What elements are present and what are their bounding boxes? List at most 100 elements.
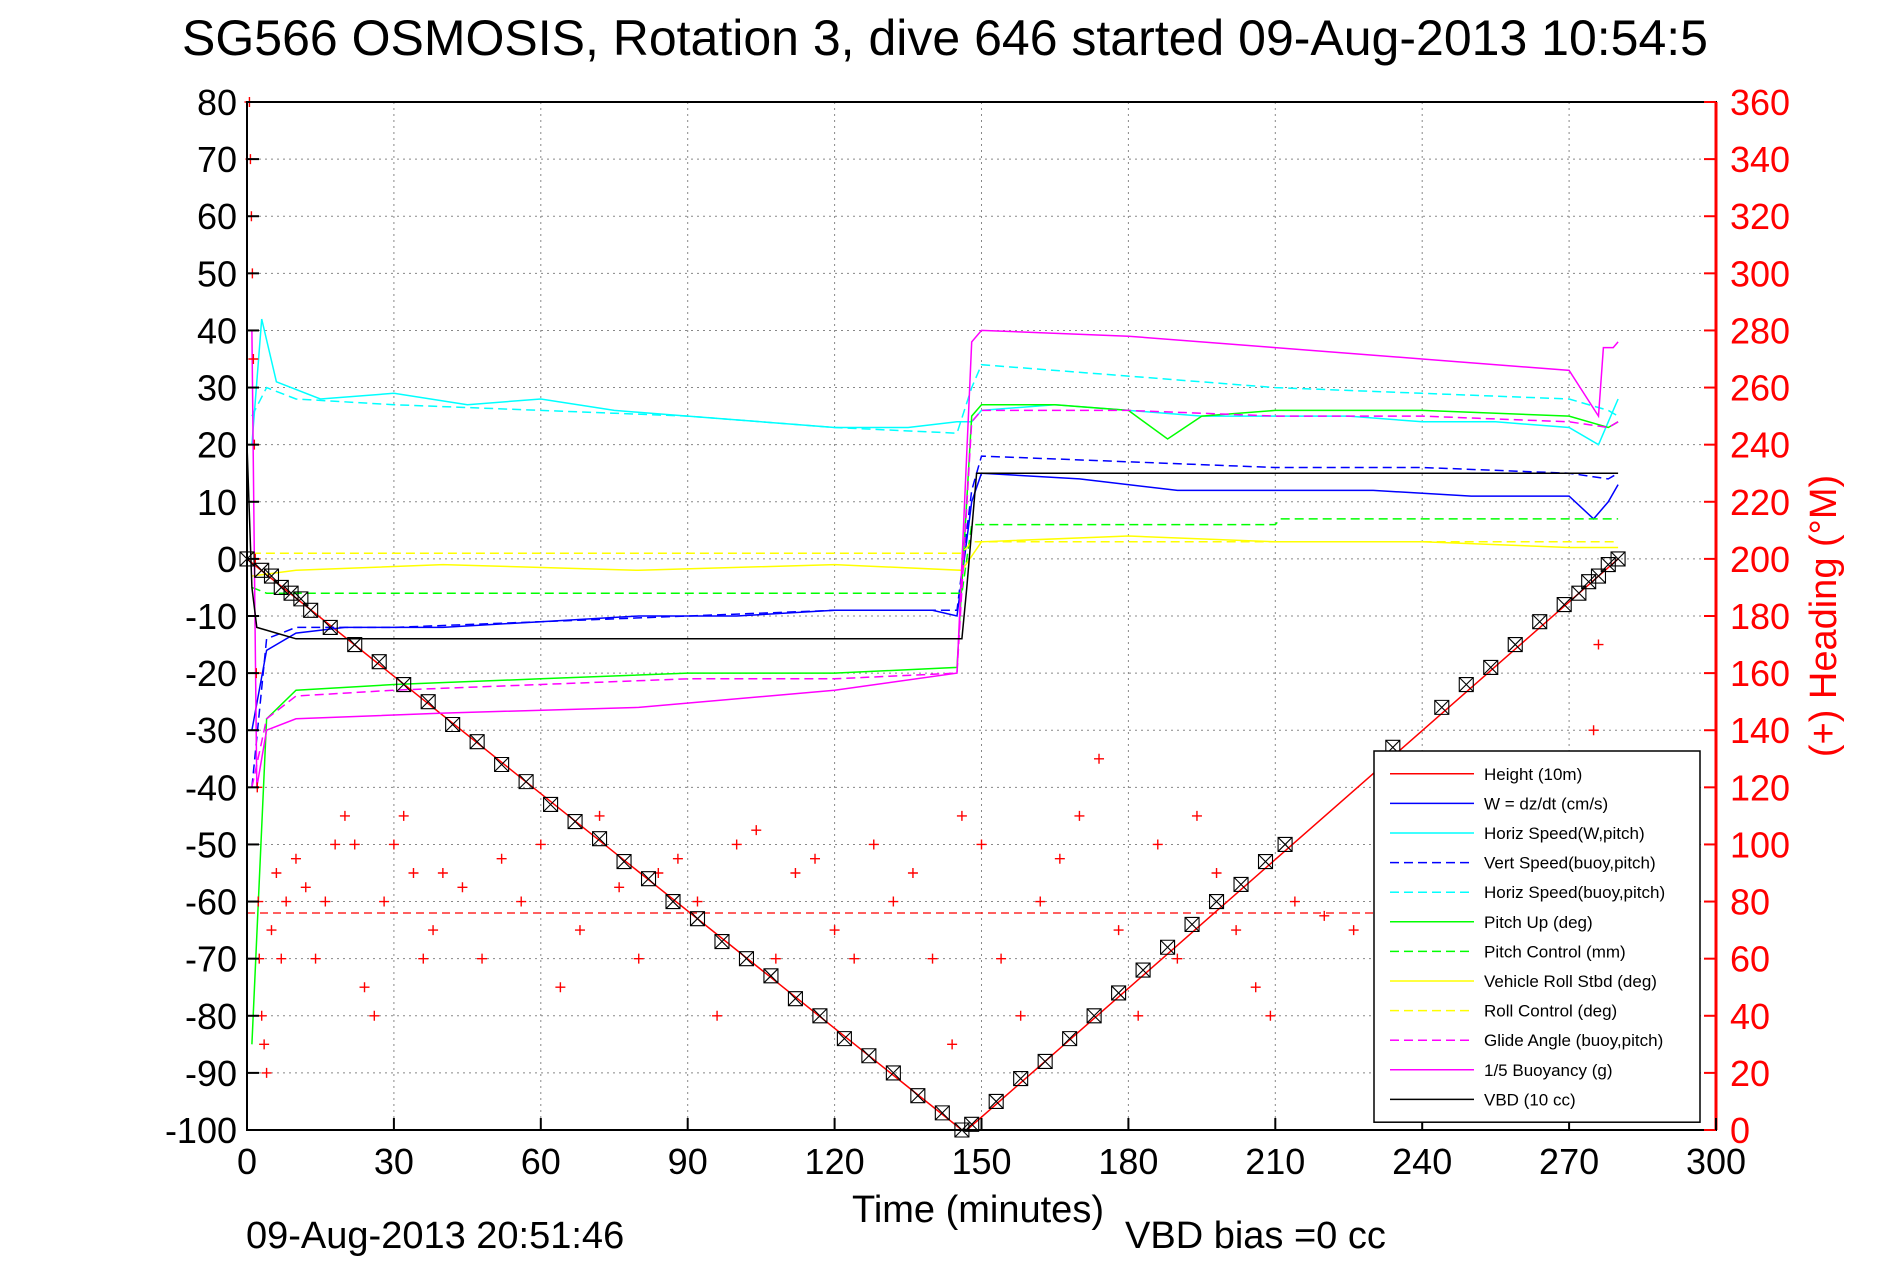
heading-point [259,1039,270,1050]
heading-point [1035,896,1046,907]
legend-entry: Vert Speed(buoy,pitch) [1484,854,1656,873]
right-tick-label: 280 [1730,310,1790,351]
depth-marker [689,911,706,927]
left-tick-label: 70 [197,139,237,180]
depth-marker [1111,985,1127,1001]
depth-marker [787,991,803,1007]
left-tick-label: 30 [197,368,237,409]
depth-marker [445,716,461,733]
x-tick-label: 120 [805,1141,865,1182]
depth-marker [396,676,412,693]
depth-marker [861,1048,877,1064]
heading-point [437,868,448,878]
heading-point [996,953,1007,964]
depth-marker [885,1065,901,1081]
right-tick-label: 40 [1730,996,1770,1037]
heading-point [388,839,399,850]
depth-marker [1556,597,1572,613]
depth-marker [303,602,319,618]
heading-point [633,953,644,964]
right-tick-label: 340 [1730,139,1790,180]
depth-marker [1257,854,1274,870]
right-tick-label: 60 [1730,939,1770,980]
x-tick-label: 300 [1686,1141,1746,1182]
heading-point [976,839,987,850]
depth-marker [1208,894,1225,910]
right-tick-label: 80 [1730,882,1770,923]
heading-point [888,896,899,907]
depth-marker [420,694,436,710]
heading-point [339,810,350,821]
left-tick-label: 50 [197,253,237,294]
heading-point [1133,1010,1144,1021]
depth-marker [273,579,289,595]
heading-point [614,882,625,893]
right-tick-label: 220 [1730,482,1790,523]
x-tick-label: 150 [951,1141,1011,1182]
depth-marker [254,562,270,578]
depth-marker [494,756,510,773]
heading-point [1172,953,1183,964]
chart-title: SG566 OSMOSIS, Rotation 3, dive 646 star… [182,10,1708,66]
heading-point [349,839,360,850]
right-tick-label: 200 [1730,539,1790,580]
heading-point [1319,910,1330,921]
right-tick-label: 300 [1730,253,1790,294]
heading-point [379,896,390,907]
right-tick-label: 180 [1730,596,1790,637]
heading-point [281,896,292,907]
depth-marker-layer [239,551,1626,1138]
heading-point [271,868,282,878]
left-tick-label: 20 [197,425,237,466]
right-tick-label: 120 [1730,767,1790,808]
heading-point [692,896,703,907]
heading-point [1015,1010,1026,1021]
heading-point [359,982,370,993]
series-line-roll-control [251,541,1619,554]
heading-point [574,925,585,936]
heading-point [1113,925,1124,936]
depth-marker [763,968,779,984]
series-line-horiz-speed-buoy [251,363,1619,434]
series-line-vbd [246,444,1619,640]
legend-box [1373,750,1701,1123]
depth-marker [1610,551,1626,567]
heading-point [1593,639,1604,650]
depth-marker [1434,699,1450,715]
legend-entry: Horiz Speed(W,pitch) [1484,824,1645,843]
depth-marker [1135,962,1151,978]
right-axis-ticks: 3603403203002802602402202001801601401201… [1704,82,1790,1151]
heading-point [829,925,840,936]
heading-point [516,896,527,907]
depth-marker [910,1088,926,1104]
series-line-vehicle-roll [251,535,1619,577]
left-tick-label: -60 [185,882,237,923]
depth-marker [371,654,387,670]
x-axis-label: Time (minutes) [852,1189,1104,1231]
heading-point [496,853,507,864]
heading-point [1231,925,1242,936]
depth-marker [640,871,657,887]
heading-point [1289,896,1300,907]
x-tick-label: 60 [521,1141,561,1182]
left-tick-label: 40 [197,310,237,351]
x-tick-label: 90 [668,1141,708,1182]
heading-point [1211,868,1222,878]
depth-marker [1013,1071,1029,1087]
right-tick-label: 260 [1730,368,1790,409]
depth-marker [934,1105,950,1121]
right-tick-label: 140 [1730,710,1790,751]
left-tick-label: 60 [197,196,237,237]
legend-entry: 1/5 Buoyancy (g) [1484,1061,1613,1080]
heading-point [731,839,742,850]
heading-point [320,896,331,907]
left-tick-label: -70 [185,939,237,980]
depth-marker [812,1008,828,1024]
heading-point [1191,810,1202,821]
heading-point [261,1067,272,1078]
legend-entry: Vehicle Roll Stbd (deg) [1484,972,1657,991]
depth-marker [1532,614,1548,630]
left-tick-label: 80 [197,82,237,123]
heading-point [672,853,683,864]
